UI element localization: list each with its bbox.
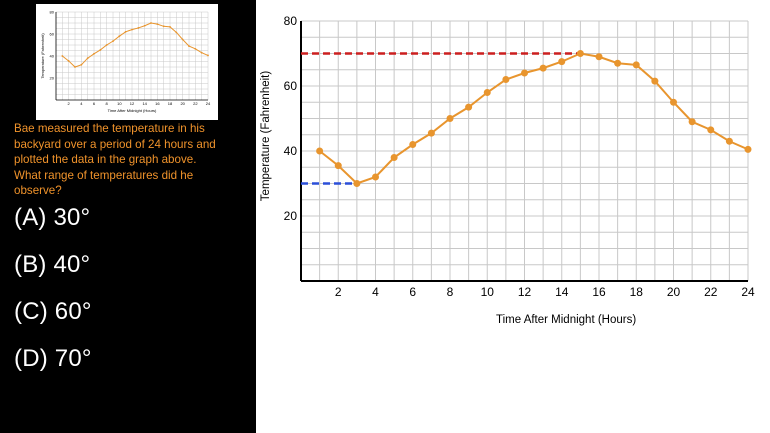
choice-d[interactable]: (D) 70° xyxy=(14,345,92,372)
data-point xyxy=(670,98,677,106)
data-point xyxy=(688,118,696,126)
thumb-data-point xyxy=(74,66,76,68)
data-point xyxy=(502,76,510,83)
question-text: Bae measured the temperature in his back… xyxy=(14,122,216,197)
data-point xyxy=(446,115,454,122)
thumb-data-point xyxy=(105,44,108,46)
x-tick-label: 24 xyxy=(741,285,755,299)
thumb-data-point xyxy=(162,25,165,28)
y-tick-label: 40 xyxy=(284,144,298,158)
thumb-data-point xyxy=(188,45,190,47)
chart-panel: 2 4 6 8 10 12 14 16 18 20 22 24 20 40 60 80 Temperature… xyxy=(256,0,770,433)
data-point xyxy=(483,89,491,96)
thumb-data-point xyxy=(131,28,133,31)
data-point xyxy=(725,137,733,145)
data-point xyxy=(465,103,473,111)
thumb-x-axis-title: Time After Midnight (Hours) xyxy=(108,108,157,113)
thumb-data-point xyxy=(169,25,171,28)
thumb-data-point xyxy=(80,63,83,66)
x-tick-label: 12 xyxy=(518,285,532,299)
thumb-y-tick-label: 40 xyxy=(50,53,55,58)
thumb-data-point xyxy=(181,38,184,41)
data-point xyxy=(744,145,752,153)
question-panel: 2 4 6 8 10 12 14 16 18 20 22 24 20 40 60 80 Time After M… xyxy=(0,0,256,433)
thumb-data-point xyxy=(93,52,95,55)
x-tick-label: 2 xyxy=(335,285,342,299)
x-tick-label: 16 xyxy=(592,285,606,299)
data-point xyxy=(595,53,603,61)
x-axis-title: Time After Midnight (Hours) xyxy=(496,314,637,326)
x-tick-label: 4 xyxy=(372,285,379,299)
thumb-x-tick-label: 24 xyxy=(206,101,211,106)
choice-b[interactable]: (B) 40° xyxy=(14,251,91,278)
data-point xyxy=(427,129,435,137)
x-tick-label: 20 xyxy=(667,285,681,299)
thumb-data-point xyxy=(200,51,203,54)
thumb-x-tick-label: 8 xyxy=(106,101,109,106)
thumb-x-tick-label: 6 xyxy=(93,101,96,106)
thumb-data-point xyxy=(99,49,102,51)
data-point xyxy=(707,126,715,134)
thumb-x-tick-label: 20 xyxy=(180,101,185,106)
data-point xyxy=(390,154,398,161)
data-point xyxy=(576,50,584,57)
thumb-y-tick-label: 80 xyxy=(50,9,55,14)
thumb-data-point xyxy=(143,24,146,27)
x-tick-label: 8 xyxy=(447,285,454,299)
thumb-x-tick-label: 2 xyxy=(68,101,71,106)
thumb-x-tick-label: 16 xyxy=(155,101,160,106)
thumb-x-tick-label: 22 xyxy=(193,101,198,106)
y-tick-label: 80 xyxy=(284,14,298,28)
thumb-y-axis-title: Temperature (Fahrenheit) xyxy=(40,33,45,79)
thumb-data-point xyxy=(61,55,64,57)
data-point xyxy=(614,59,622,67)
thumb-data-point xyxy=(194,47,197,50)
thumb-x-tick-label: 10 xyxy=(117,101,122,106)
y-tick-label: 60 xyxy=(284,79,298,93)
thumb-data-point xyxy=(207,54,209,57)
thumb-data-point xyxy=(175,31,178,34)
thumb-data-point xyxy=(156,23,159,25)
chart-thumbnail: 2 4 6 8 10 12 14 16 18 20 22 24 20 40 60 80 Time After M… xyxy=(36,4,218,120)
x-tick-label: 10 xyxy=(481,285,495,299)
thumb-data-point xyxy=(150,22,152,24)
thumb-series-line xyxy=(62,22,209,68)
thumb-y-tick-label: 20 xyxy=(50,75,55,80)
thumb-x-tick-label: 12 xyxy=(130,101,135,106)
data-point xyxy=(353,180,361,187)
data-point xyxy=(539,64,547,72)
thumb-data-point xyxy=(112,40,114,43)
thumb-data-point xyxy=(86,57,89,60)
choice-a[interactable]: (A) 30° xyxy=(14,204,91,231)
data-point xyxy=(334,162,342,170)
x-tick-label: 14 xyxy=(555,285,569,299)
y-tick-label: 20 xyxy=(284,209,298,223)
x-tick-label: 18 xyxy=(630,285,644,299)
data-point xyxy=(372,173,379,181)
data-point xyxy=(651,77,659,85)
thumb-data-point xyxy=(124,30,127,33)
y-axis-title: Temperature (Fahrenheit) xyxy=(260,70,272,202)
series-line xyxy=(319,52,749,185)
thumb-data-point xyxy=(137,27,140,29)
data-point xyxy=(316,147,324,155)
thumb-y-tick-label: 60 xyxy=(50,31,55,36)
thumb-x-tick-label: 18 xyxy=(168,101,173,106)
choice-c[interactable]: (C) 60° xyxy=(14,298,92,325)
x-tick-label: 6 xyxy=(409,285,416,299)
thumb-x-tick-label: 4 xyxy=(80,101,83,106)
data-point xyxy=(558,58,566,66)
thumb-x-tick-label: 14 xyxy=(142,101,147,106)
thumb-data-point xyxy=(118,35,121,38)
data-point xyxy=(632,61,640,69)
thumb-data-point xyxy=(67,60,70,62)
data-point xyxy=(521,69,528,77)
x-tick-label: 22 xyxy=(704,285,718,299)
data-point xyxy=(409,141,417,148)
